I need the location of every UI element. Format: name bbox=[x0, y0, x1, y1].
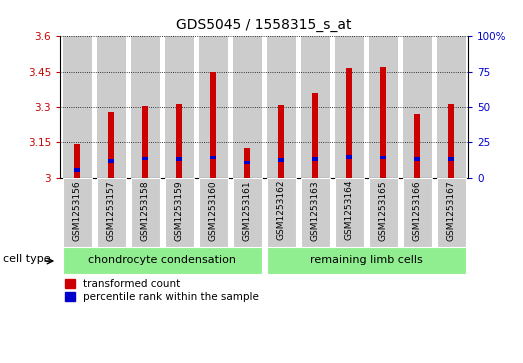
Text: GSM1253157: GSM1253157 bbox=[107, 180, 116, 241]
Bar bbox=[108, 112, 114, 178]
Bar bbox=[403, 178, 431, 247]
Bar bbox=[301, 36, 329, 178]
Bar bbox=[63, 247, 262, 274]
Bar bbox=[335, 36, 363, 178]
Text: GSM1253160: GSM1253160 bbox=[209, 180, 218, 241]
Bar bbox=[210, 72, 216, 178]
Bar bbox=[131, 36, 160, 178]
Text: GSM1253165: GSM1253165 bbox=[379, 180, 388, 241]
Bar bbox=[380, 156, 386, 159]
Bar bbox=[74, 144, 80, 178]
Bar bbox=[312, 93, 318, 178]
Bar bbox=[244, 161, 250, 164]
Bar bbox=[142, 157, 148, 160]
Text: GSM1253166: GSM1253166 bbox=[413, 180, 422, 241]
Bar bbox=[142, 106, 148, 178]
Bar bbox=[210, 156, 216, 159]
Bar bbox=[267, 178, 295, 247]
Bar bbox=[346, 68, 352, 178]
Bar bbox=[63, 178, 92, 247]
Bar bbox=[437, 36, 465, 178]
Text: GSM1253167: GSM1253167 bbox=[447, 180, 456, 241]
Bar bbox=[108, 159, 114, 163]
Text: GSM1253164: GSM1253164 bbox=[345, 180, 354, 240]
Text: chondrocyte condensation: chondrocyte condensation bbox=[88, 256, 236, 265]
Bar bbox=[414, 114, 420, 178]
Bar bbox=[369, 36, 397, 178]
Bar bbox=[403, 36, 431, 178]
Bar bbox=[346, 155, 352, 159]
Bar bbox=[199, 178, 228, 247]
Bar bbox=[335, 178, 363, 247]
Bar bbox=[267, 36, 295, 178]
Bar bbox=[278, 105, 284, 178]
Bar bbox=[448, 103, 454, 178]
Bar bbox=[244, 148, 250, 178]
Text: cell type: cell type bbox=[3, 254, 51, 264]
Bar bbox=[165, 36, 194, 178]
Legend: transformed count, percentile rank within the sample: transformed count, percentile rank withi… bbox=[65, 279, 259, 302]
Bar bbox=[414, 157, 420, 161]
Bar bbox=[380, 67, 386, 178]
Bar bbox=[131, 178, 160, 247]
Text: GSM1253163: GSM1253163 bbox=[311, 180, 320, 241]
Text: remaining limb cells: remaining limb cells bbox=[310, 256, 423, 265]
Text: GSM1253162: GSM1253162 bbox=[277, 180, 286, 240]
Bar bbox=[301, 178, 329, 247]
Bar bbox=[233, 36, 262, 178]
Bar bbox=[369, 178, 397, 247]
Text: GSM1253156: GSM1253156 bbox=[73, 180, 82, 241]
Bar bbox=[63, 36, 92, 178]
Bar bbox=[165, 178, 194, 247]
Bar bbox=[267, 247, 465, 274]
Text: GSM1253158: GSM1253158 bbox=[141, 180, 150, 241]
Text: GSM1253161: GSM1253161 bbox=[243, 180, 252, 241]
Text: GSM1253159: GSM1253159 bbox=[175, 180, 184, 241]
Bar bbox=[176, 157, 182, 161]
Bar bbox=[74, 168, 80, 172]
Bar bbox=[233, 178, 262, 247]
Bar bbox=[437, 178, 465, 247]
Bar bbox=[176, 103, 182, 178]
Bar bbox=[312, 157, 318, 161]
Bar bbox=[278, 158, 284, 162]
Title: GDS5045 / 1558315_s_at: GDS5045 / 1558315_s_at bbox=[176, 19, 352, 33]
Bar bbox=[97, 36, 126, 178]
Bar bbox=[97, 178, 126, 247]
Bar bbox=[448, 157, 454, 161]
Bar bbox=[199, 36, 228, 178]
